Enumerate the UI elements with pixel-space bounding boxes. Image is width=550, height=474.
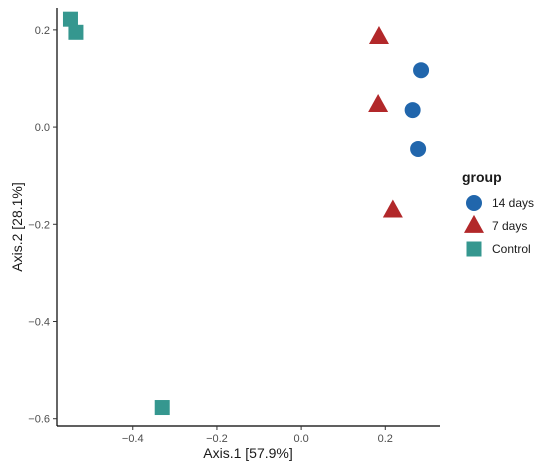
data-point-triangle xyxy=(368,26,389,45)
data-point-circle xyxy=(404,102,421,119)
y-axis-title: Axis.2 [28.1%] xyxy=(9,182,25,272)
y-tick-label: −0.2 xyxy=(28,219,50,231)
legend-label: Control xyxy=(492,242,531,256)
data-point-circle xyxy=(410,140,427,157)
axes: −0.4 −0.2 0.0 0.2 0.2 0.0 −0.2 −0.4 −0.6 xyxy=(28,8,440,445)
x-tick-label: 0.2 xyxy=(378,433,393,445)
x-tick-label: −0.2 xyxy=(206,433,228,445)
legend: group 14 days 7 days Control xyxy=(462,169,534,257)
legend-key-circle xyxy=(466,195,482,211)
data-point-square xyxy=(62,11,78,27)
data-point-triangle xyxy=(368,94,389,113)
data-point-circle xyxy=(413,62,430,79)
axis-labels: Axis.1 [57.9%] Axis.2 [28.1%] xyxy=(9,182,293,461)
legend-key-square xyxy=(466,241,482,257)
data-point-square xyxy=(68,24,84,40)
legend-key-triangle xyxy=(464,214,484,233)
legend-label: 7 days xyxy=(492,219,527,233)
x-axis-title: Axis.1 [57.9%] xyxy=(203,445,293,461)
data-points xyxy=(62,11,430,416)
y-tick-label: 0.2 xyxy=(35,25,50,37)
x-tick-label: 0.0 xyxy=(293,433,308,445)
data-point-triangle xyxy=(382,199,403,218)
y-tick-label: 0.0 xyxy=(35,122,50,134)
x-tick-label: −0.4 xyxy=(122,433,144,445)
y-tick-label: −0.4 xyxy=(28,317,50,329)
legend-label: 14 days xyxy=(492,196,534,210)
data-point-square xyxy=(154,400,170,416)
legend-title: group xyxy=(462,169,502,185)
y-tick-label: −0.6 xyxy=(28,414,50,426)
